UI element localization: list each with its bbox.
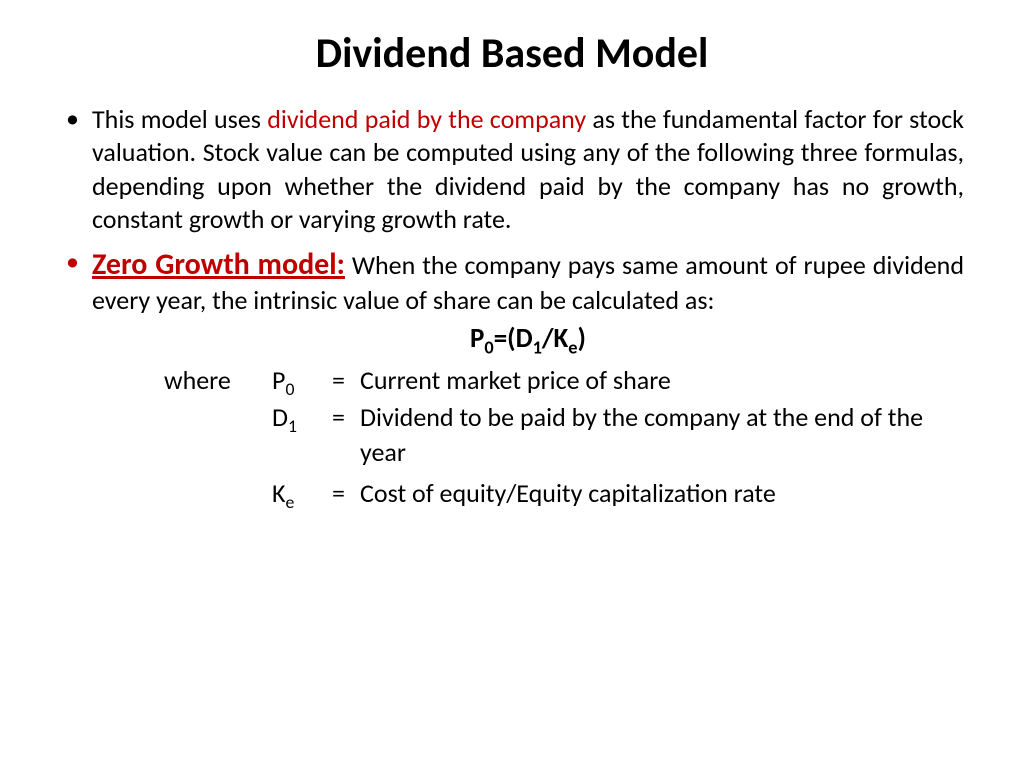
formula-D: D [516,322,533,355]
def-P-symbol: P0 [272,363,332,398]
where-label: where [164,363,272,398]
formula-P-sub: 0 [484,336,493,358]
bullet-item-2: Zero Growth model: When the company pays… [60,246,964,511]
bullet-1-highlight: dividend paid by the company [267,103,586,135]
def-P-eq: = [332,363,360,398]
def-K-eq: = [332,476,360,511]
def-K-desc: Cost of equity/Equity capitalization rat… [360,476,964,511]
formula-eq-open: =( [494,322,516,355]
bullet-list: This model uses dividend paid by the com… [60,103,964,511]
formula-K-sub: e [568,336,577,358]
bullet-1-text: This model uses dividend paid by the com… [92,103,964,236]
bullet-1-pre: This model uses [92,103,267,135]
def-row-K: Ke = Cost of equity/Equity capitalizatio… [164,476,964,511]
zero-growth-heading: Zero Growth model: [92,246,345,283]
formula-slash: / [542,322,554,355]
bullet-item-1: This model uses dividend paid by the com… [60,103,964,236]
def-row-D: D1 = Dividend to be paid by the company … [164,400,964,470]
def-K-symbol: Ke [272,476,332,511]
bullet-2-text: Zero Growth model: When the company pays… [92,246,964,318]
formula-close: ) [578,322,586,355]
def-row-P: where P0 = Current market price of share [164,363,964,398]
def-D-eq: = [332,400,360,470]
def-D-desc: Dividend to be paid by the company at th… [360,400,964,470]
slide-title: Dividend Based Model [60,28,964,79]
formula-D-sub: 1 [533,336,542,358]
formula: P0=(D1/Ke) [92,322,964,355]
formula-P: P [470,322,484,355]
definitions: where P0 = Current market price of share… [92,363,964,511]
formula-K: K [554,322,569,355]
def-D-symbol: D1 [272,400,332,470]
def-P-desc: Current market price of share [360,363,964,398]
